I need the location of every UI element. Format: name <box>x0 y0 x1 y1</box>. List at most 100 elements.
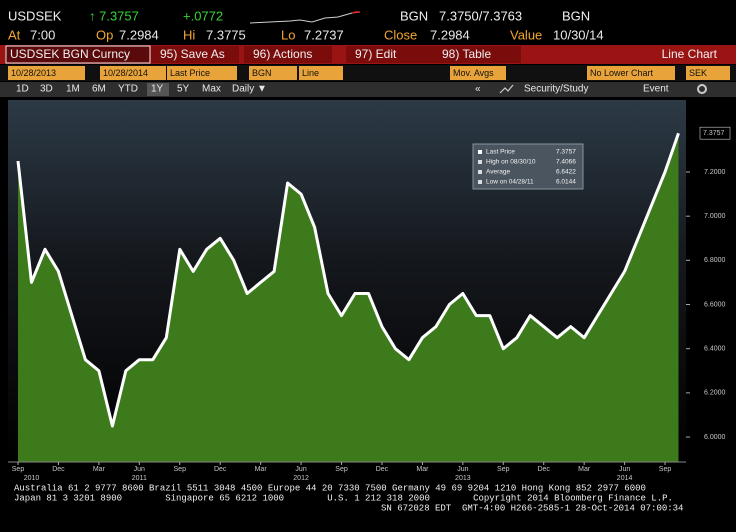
sparkline-tail <box>351 11 360 14</box>
quote-label: Op <box>96 27 113 42</box>
x-tick-label: Dec <box>537 466 550 473</box>
period-button[interactable]: 6M <box>92 84 106 95</box>
setting-value: 10/28/2014 <box>103 68 148 78</box>
setting-value: BGN <box>252 68 272 78</box>
x-tick-label: Jun <box>295 466 306 473</box>
year-label: 2013 <box>455 475 471 482</box>
toolbar-button-label: 98) Table <box>442 47 491 61</box>
settings-icon[interactable] <box>697 84 707 94</box>
x-tick-label: Jun <box>619 466 630 473</box>
source: BGN <box>562 8 590 23</box>
quote-value: 7:00 <box>30 27 55 42</box>
toolbar-button-label: 97) Edit <box>355 47 397 61</box>
x-tick-label: Dec <box>376 466 389 473</box>
footer-line: Australia 61 2 9777 8600 Brazil 5511 304… <box>14 483 646 493</box>
security: USDSEK BGN Curncy <box>10 47 130 61</box>
x-tick-label: Dec <box>214 466 227 473</box>
x-tick-label: Mar <box>93 466 106 473</box>
period-button[interactable]: Max <box>202 84 221 95</box>
toolbar-button-label: 96) Actions <box>253 47 312 61</box>
quote-value: 7.2737 <box>304 27 344 42</box>
year-label: 2010 <box>24 475 40 482</box>
setting-field[interactable] <box>100 66 166 80</box>
year-label: 2011 <box>132 475 147 482</box>
quote-value: 10/30/14 <box>553 27 604 42</box>
setting-value: Mov. Avgs <box>453 68 494 78</box>
x-tick-label: Mar <box>578 466 591 473</box>
period-button[interactable]: 1Y <box>151 84 164 95</box>
legend-value: 7.3757 <box>556 149 576 156</box>
year-label: 2012 <box>293 475 309 482</box>
tool-button[interactable]: « <box>475 84 481 95</box>
setting-value: 1) Compare <box>391 68 439 78</box>
quote-label: At <box>8 27 21 42</box>
frequency[interactable]: Daily ▼ <box>232 84 267 95</box>
tool-button[interactable]: Security/Study <box>524 84 588 95</box>
ticker: USDSEK <box>8 8 62 23</box>
footer-line: Japan 81 3 3201 8900 Singapore 65 6212 1… <box>14 493 673 503</box>
y-tick-label: 6.0000 <box>704 434 726 441</box>
last-price-tag <box>699 126 731 140</box>
legend-value: 6.6422 <box>556 169 576 176</box>
legend-swatch <box>478 180 482 184</box>
period-button[interactable]: 5Y <box>177 84 190 95</box>
toolbar-button[interactable] <box>433 46 521 63</box>
quote-value: 7.2984 <box>119 27 159 42</box>
y-tick-label: 6.8000 <box>704 257 726 264</box>
setting-value: SEK <box>689 68 707 78</box>
study-icon <box>499 84 514 94</box>
setting-value: Last Price <box>170 68 210 78</box>
last-price-tag-label: 7.3757 <box>703 130 725 137</box>
quote-value: 7.2984 <box>430 27 470 42</box>
toolbar-button[interactable] <box>346 46 434 63</box>
setting-field[interactable] <box>299 66 343 80</box>
quote-label: Value <box>510 27 542 42</box>
last-price: ↑ 7.3757 <box>89 8 139 23</box>
period-button[interactable]: 1M <box>66 84 80 95</box>
setting-field[interactable] <box>249 66 297 80</box>
quote-label: Close <box>384 27 417 42</box>
x-tick-label: Mar <box>416 466 429 473</box>
toolbar-button[interactable] <box>151 46 239 63</box>
quote-label: Hi <box>183 27 195 42</box>
year-label: 2014 <box>617 475 633 482</box>
y-tick-label: 6.2000 <box>704 390 726 397</box>
legend-label: Last Price <box>486 149 515 156</box>
sparkline <box>249 11 361 24</box>
toolbar-button-label: 95) Save As <box>160 47 225 61</box>
view-name: Line Chart <box>662 47 718 61</box>
quote-label: Lo <box>281 27 295 42</box>
legend-swatch <box>478 170 482 174</box>
y-tick-label: 7.2000 <box>704 169 726 176</box>
legend-swatch <box>478 150 482 154</box>
security-box[interactable] <box>5 45 151 64</box>
period-bar <box>0 82 736 97</box>
period-button[interactable]: 3D <box>40 84 53 95</box>
x-tick-label: Sep <box>659 466 672 473</box>
setting-field[interactable] <box>450 66 506 80</box>
change: +.0772 <box>183 8 223 23</box>
x-tick-label: Sep <box>12 466 25 473</box>
footer-line: SN 672028 EDT GMT-4:00 H266-2585-1 28-Oc… <box>381 503 683 513</box>
bid-ask: 7.3750/7.3763 <box>439 8 522 23</box>
setting-field[interactable] <box>686 66 730 80</box>
setting-field[interactable] <box>587 66 675 80</box>
y-tick-label: 6.6000 <box>704 301 726 308</box>
legend-value: 6.0144 <box>556 179 576 186</box>
legend-label: Low on 04/28/11 <box>486 179 534 186</box>
y-tick-label: 6.4000 <box>704 346 726 353</box>
legend-label: High on 08/30/10 <box>486 159 536 166</box>
period-button[interactable]: YTD <box>118 84 138 95</box>
source: BGN <box>400 8 428 23</box>
setting-field[interactable] <box>8 66 85 80</box>
x-tick-label: Sep <box>174 466 187 473</box>
x-tick-label: Sep <box>335 466 348 473</box>
setting-field[interactable] <box>167 66 237 80</box>
price-line <box>16 132 680 428</box>
tool-button[interactable]: Event <box>643 84 669 95</box>
toolbar-button[interactable] <box>244 46 332 63</box>
period-button[interactable]: 1D <box>16 84 29 95</box>
x-tick-label: Dec <box>52 466 65 473</box>
setting-value: - <box>89 68 92 78</box>
legend-value: 7.4066 <box>556 159 576 166</box>
